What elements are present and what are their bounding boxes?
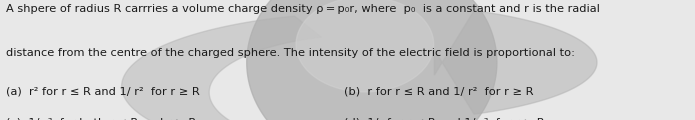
- Polygon shape: [122, 16, 322, 120]
- Text: distance from the centre of the charged sphere. The intensity of the electric fi: distance from the centre of the charged …: [6, 48, 575, 58]
- Polygon shape: [247, 0, 497, 120]
- Text: (b)  r for r ≤ R and 1/ r²  for r ≥ R: (b) r for r ≤ R and 1/ r² for r ≥ R: [344, 86, 534, 96]
- Text: A shpere of radius R carrries a volume charge density ρ = p₀r, where  p₀  is a c: A shpere of radius R carrries a volume c…: [6, 4, 599, 14]
- Text: (c)  1/ r²  for both r ≤ R and r ≥ R: (c) 1/ r² for both r ≤ R and r ≥ R: [6, 118, 196, 120]
- Polygon shape: [296, 0, 434, 92]
- Text: (a)  r² for r ≤ R and 1/ r²  for r ≥ R: (a) r² for r ≤ R and 1/ r² for r ≥ R: [6, 86, 199, 96]
- Polygon shape: [434, 11, 597, 114]
- Text: (d)  1/r for r ≤ R and 1/ r²  for r ≥ R: (d) 1/r for r ≤ R and 1/ r² for r ≥ R: [344, 118, 545, 120]
